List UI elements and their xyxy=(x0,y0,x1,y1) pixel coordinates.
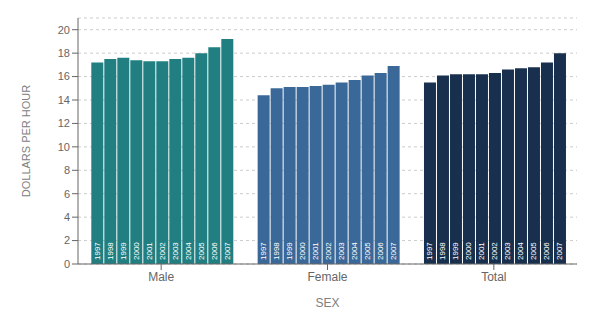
svg-text:2002: 2002 xyxy=(490,242,499,260)
svg-text:2002: 2002 xyxy=(324,242,333,260)
svg-text:2: 2 xyxy=(64,234,70,246)
svg-text:1998: 1998 xyxy=(438,242,447,260)
svg-text:SEX: SEX xyxy=(315,296,339,310)
svg-text:1998: 1998 xyxy=(272,242,281,260)
svg-text:2004: 2004 xyxy=(350,242,359,260)
svg-text:6: 6 xyxy=(64,188,70,200)
svg-text:2003: 2003 xyxy=(503,242,512,260)
svg-text:Male: Male xyxy=(148,270,174,284)
svg-text:2007: 2007 xyxy=(555,242,564,260)
svg-text:2006: 2006 xyxy=(376,242,385,260)
svg-text:8: 8 xyxy=(64,164,70,176)
svg-text:10: 10 xyxy=(58,141,70,153)
svg-text:12: 12 xyxy=(58,117,70,129)
svg-text:2003: 2003 xyxy=(171,242,180,260)
svg-text:DOLLARS PER HOUR: DOLLARS PER HOUR xyxy=(20,85,32,198)
svg-text:1997: 1997 xyxy=(259,242,268,260)
svg-text:14: 14 xyxy=(58,94,70,106)
svg-text:2000: 2000 xyxy=(298,242,307,260)
svg-text:2002: 2002 xyxy=(158,242,167,260)
svg-text:18: 18 xyxy=(58,47,70,59)
svg-text:2003: 2003 xyxy=(337,242,346,260)
svg-text:Female: Female xyxy=(307,270,347,284)
svg-text:Total: Total xyxy=(481,270,506,284)
svg-text:2000: 2000 xyxy=(132,242,141,260)
svg-text:4: 4 xyxy=(64,211,70,223)
svg-text:2001: 2001 xyxy=(145,242,154,260)
svg-text:2007: 2007 xyxy=(223,242,232,260)
svg-text:0: 0 xyxy=(64,258,70,270)
svg-text:2007: 2007 xyxy=(389,242,398,260)
svg-text:1999: 1999 xyxy=(451,242,460,260)
svg-text:1997: 1997 xyxy=(93,242,102,260)
svg-text:2005: 2005 xyxy=(529,242,538,260)
svg-text:2000: 2000 xyxy=(464,242,473,260)
svg-text:2005: 2005 xyxy=(197,242,206,260)
svg-text:1999: 1999 xyxy=(285,242,294,260)
svg-text:2004: 2004 xyxy=(184,242,193,260)
svg-text:2005: 2005 xyxy=(363,242,372,260)
svg-text:1998: 1998 xyxy=(106,242,115,260)
svg-text:2004: 2004 xyxy=(516,242,525,260)
svg-text:1999: 1999 xyxy=(119,242,128,260)
svg-text:2006: 2006 xyxy=(210,242,219,260)
svg-text:16: 16 xyxy=(58,70,70,82)
svg-text:1997: 1997 xyxy=(425,242,434,260)
svg-text:20: 20 xyxy=(58,24,70,36)
svg-text:2001: 2001 xyxy=(477,242,486,260)
svg-text:2006: 2006 xyxy=(542,242,551,260)
svg-text:2001: 2001 xyxy=(311,242,320,260)
